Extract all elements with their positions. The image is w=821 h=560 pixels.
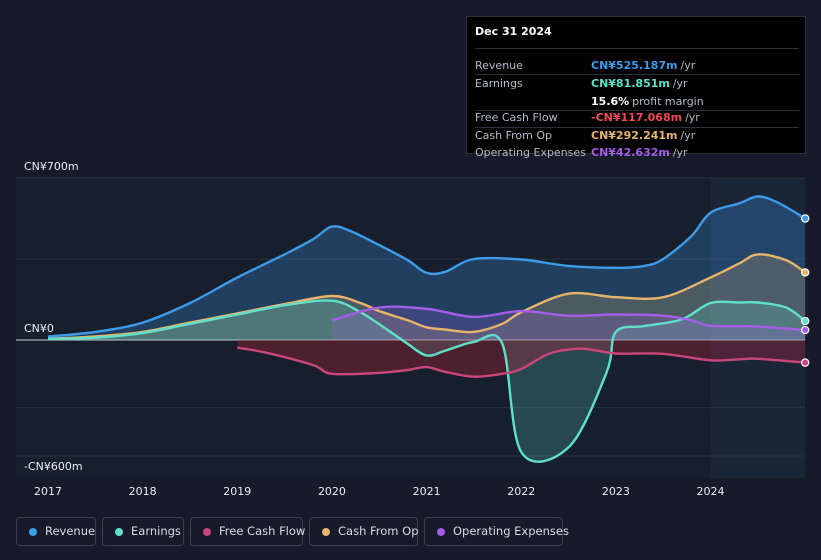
tooltip-panel: Dec 31 2024 Revenue CN¥525.187m/yr Earni… bbox=[466, 16, 807, 159]
x-tick-label: 2022 bbox=[507, 485, 535, 498]
y-tick-label: CN¥0 bbox=[24, 322, 54, 335]
tooltip-label: Free Cash Flow bbox=[475, 111, 558, 124]
series-end-marker bbox=[801, 316, 810, 326]
tooltip-label: Revenue bbox=[475, 59, 523, 72]
series-area-operating-expenses bbox=[332, 306, 806, 340]
x-tick-label: 2020 bbox=[318, 485, 346, 498]
series-area-earnings bbox=[48, 300, 806, 462]
tooltip-label: Earnings bbox=[475, 77, 523, 90]
legend-item-operating-expenses[interactable]: Operating Expenses bbox=[424, 517, 569, 546]
series-end-marker bbox=[801, 358, 810, 367]
x-tick-label: 2018 bbox=[129, 485, 157, 498]
tooltip-label: Cash From Op bbox=[475, 129, 553, 142]
tooltip-row-earnings: Earnings CN¥81.851m/yr bbox=[467, 75, 807, 92]
legend-label: Operating Expenses bbox=[453, 524, 569, 538]
x-tick-label: 2021 bbox=[413, 485, 441, 498]
tooltip-row-margin: 15.6% profit margin bbox=[467, 93, 807, 110]
tooltip-value: CN¥292.241m/yr bbox=[591, 129, 696, 142]
series-end-marker bbox=[801, 214, 810, 223]
series-line-free-cash-flow bbox=[237, 346, 806, 378]
legend-dot-icon bbox=[203, 528, 211, 536]
tooltip-date: Dec 31 2024 bbox=[475, 25, 552, 38]
legend-item-earnings[interactable]: Earnings bbox=[102, 517, 184, 546]
legend-label: Free Cash Flow bbox=[219, 524, 306, 538]
series-area-cash-from-op bbox=[48, 254, 806, 340]
x-tick-label: 2024 bbox=[697, 485, 725, 498]
tooltip-value: CN¥525.187m/yr bbox=[591, 59, 696, 72]
x-tick-label: 2023 bbox=[602, 485, 630, 498]
y-tick-label: CN¥700m bbox=[24, 160, 79, 173]
tooltip-row-opex: Operating Expenses CN¥42.632m/yr bbox=[467, 144, 807, 161]
legend-item-revenue[interactable]: Revenue bbox=[16, 517, 96, 546]
legend-item-free-cash-flow[interactable]: Free Cash Flow bbox=[190, 517, 306, 546]
x-tick-label: 2017 bbox=[34, 485, 62, 498]
series-line-operating-expenses bbox=[331, 305, 806, 332]
tooltip-value: -CN¥117.068m/yr bbox=[591, 111, 700, 124]
tooltip-row-fcf: Free Cash Flow -CN¥117.068m/yr bbox=[467, 109, 807, 126]
tooltip-value: CN¥81.851m/yr bbox=[591, 77, 688, 90]
tooltip-divider bbox=[475, 127, 799, 128]
legend-dot-icon bbox=[115, 528, 123, 536]
series-line-revenue bbox=[47, 195, 806, 338]
legend-dot-icon bbox=[322, 528, 330, 536]
legend-label: Revenue bbox=[45, 524, 96, 538]
series-line-earnings bbox=[47, 299, 806, 463]
tooltip-row-cfo: Cash From Op CN¥292.241m/yr bbox=[467, 127, 807, 144]
series-end-marker bbox=[801, 268, 810, 277]
tooltip-row-revenue: Revenue CN¥525.187m/yr bbox=[467, 57, 807, 74]
plot-background bbox=[16, 178, 805, 478]
legend-item-cash-from-op[interactable]: Cash From Op bbox=[309, 517, 419, 546]
tooltip-value: 15.6% profit margin bbox=[591, 95, 704, 108]
tooltip-divider bbox=[475, 48, 799, 49]
tooltip-label: Operating Expenses bbox=[475, 146, 586, 159]
legend-dot-icon bbox=[29, 528, 37, 536]
series-end-marker bbox=[801, 325, 810, 335]
legend-label: Cash From Op bbox=[338, 524, 419, 538]
tooltip-divider bbox=[475, 110, 799, 111]
series-area-revenue bbox=[48, 196, 806, 340]
y-tick-label: -CN¥600m bbox=[24, 460, 83, 473]
x-tick-label: 2019 bbox=[223, 485, 251, 498]
tooltip-value: CN¥42.632m/yr bbox=[591, 146, 688, 159]
series-area-free-cash-flow bbox=[237, 340, 806, 377]
tooltip-divider bbox=[475, 74, 799, 75]
legend-dot-icon bbox=[437, 528, 445, 536]
legend-label: Earnings bbox=[131, 524, 181, 538]
